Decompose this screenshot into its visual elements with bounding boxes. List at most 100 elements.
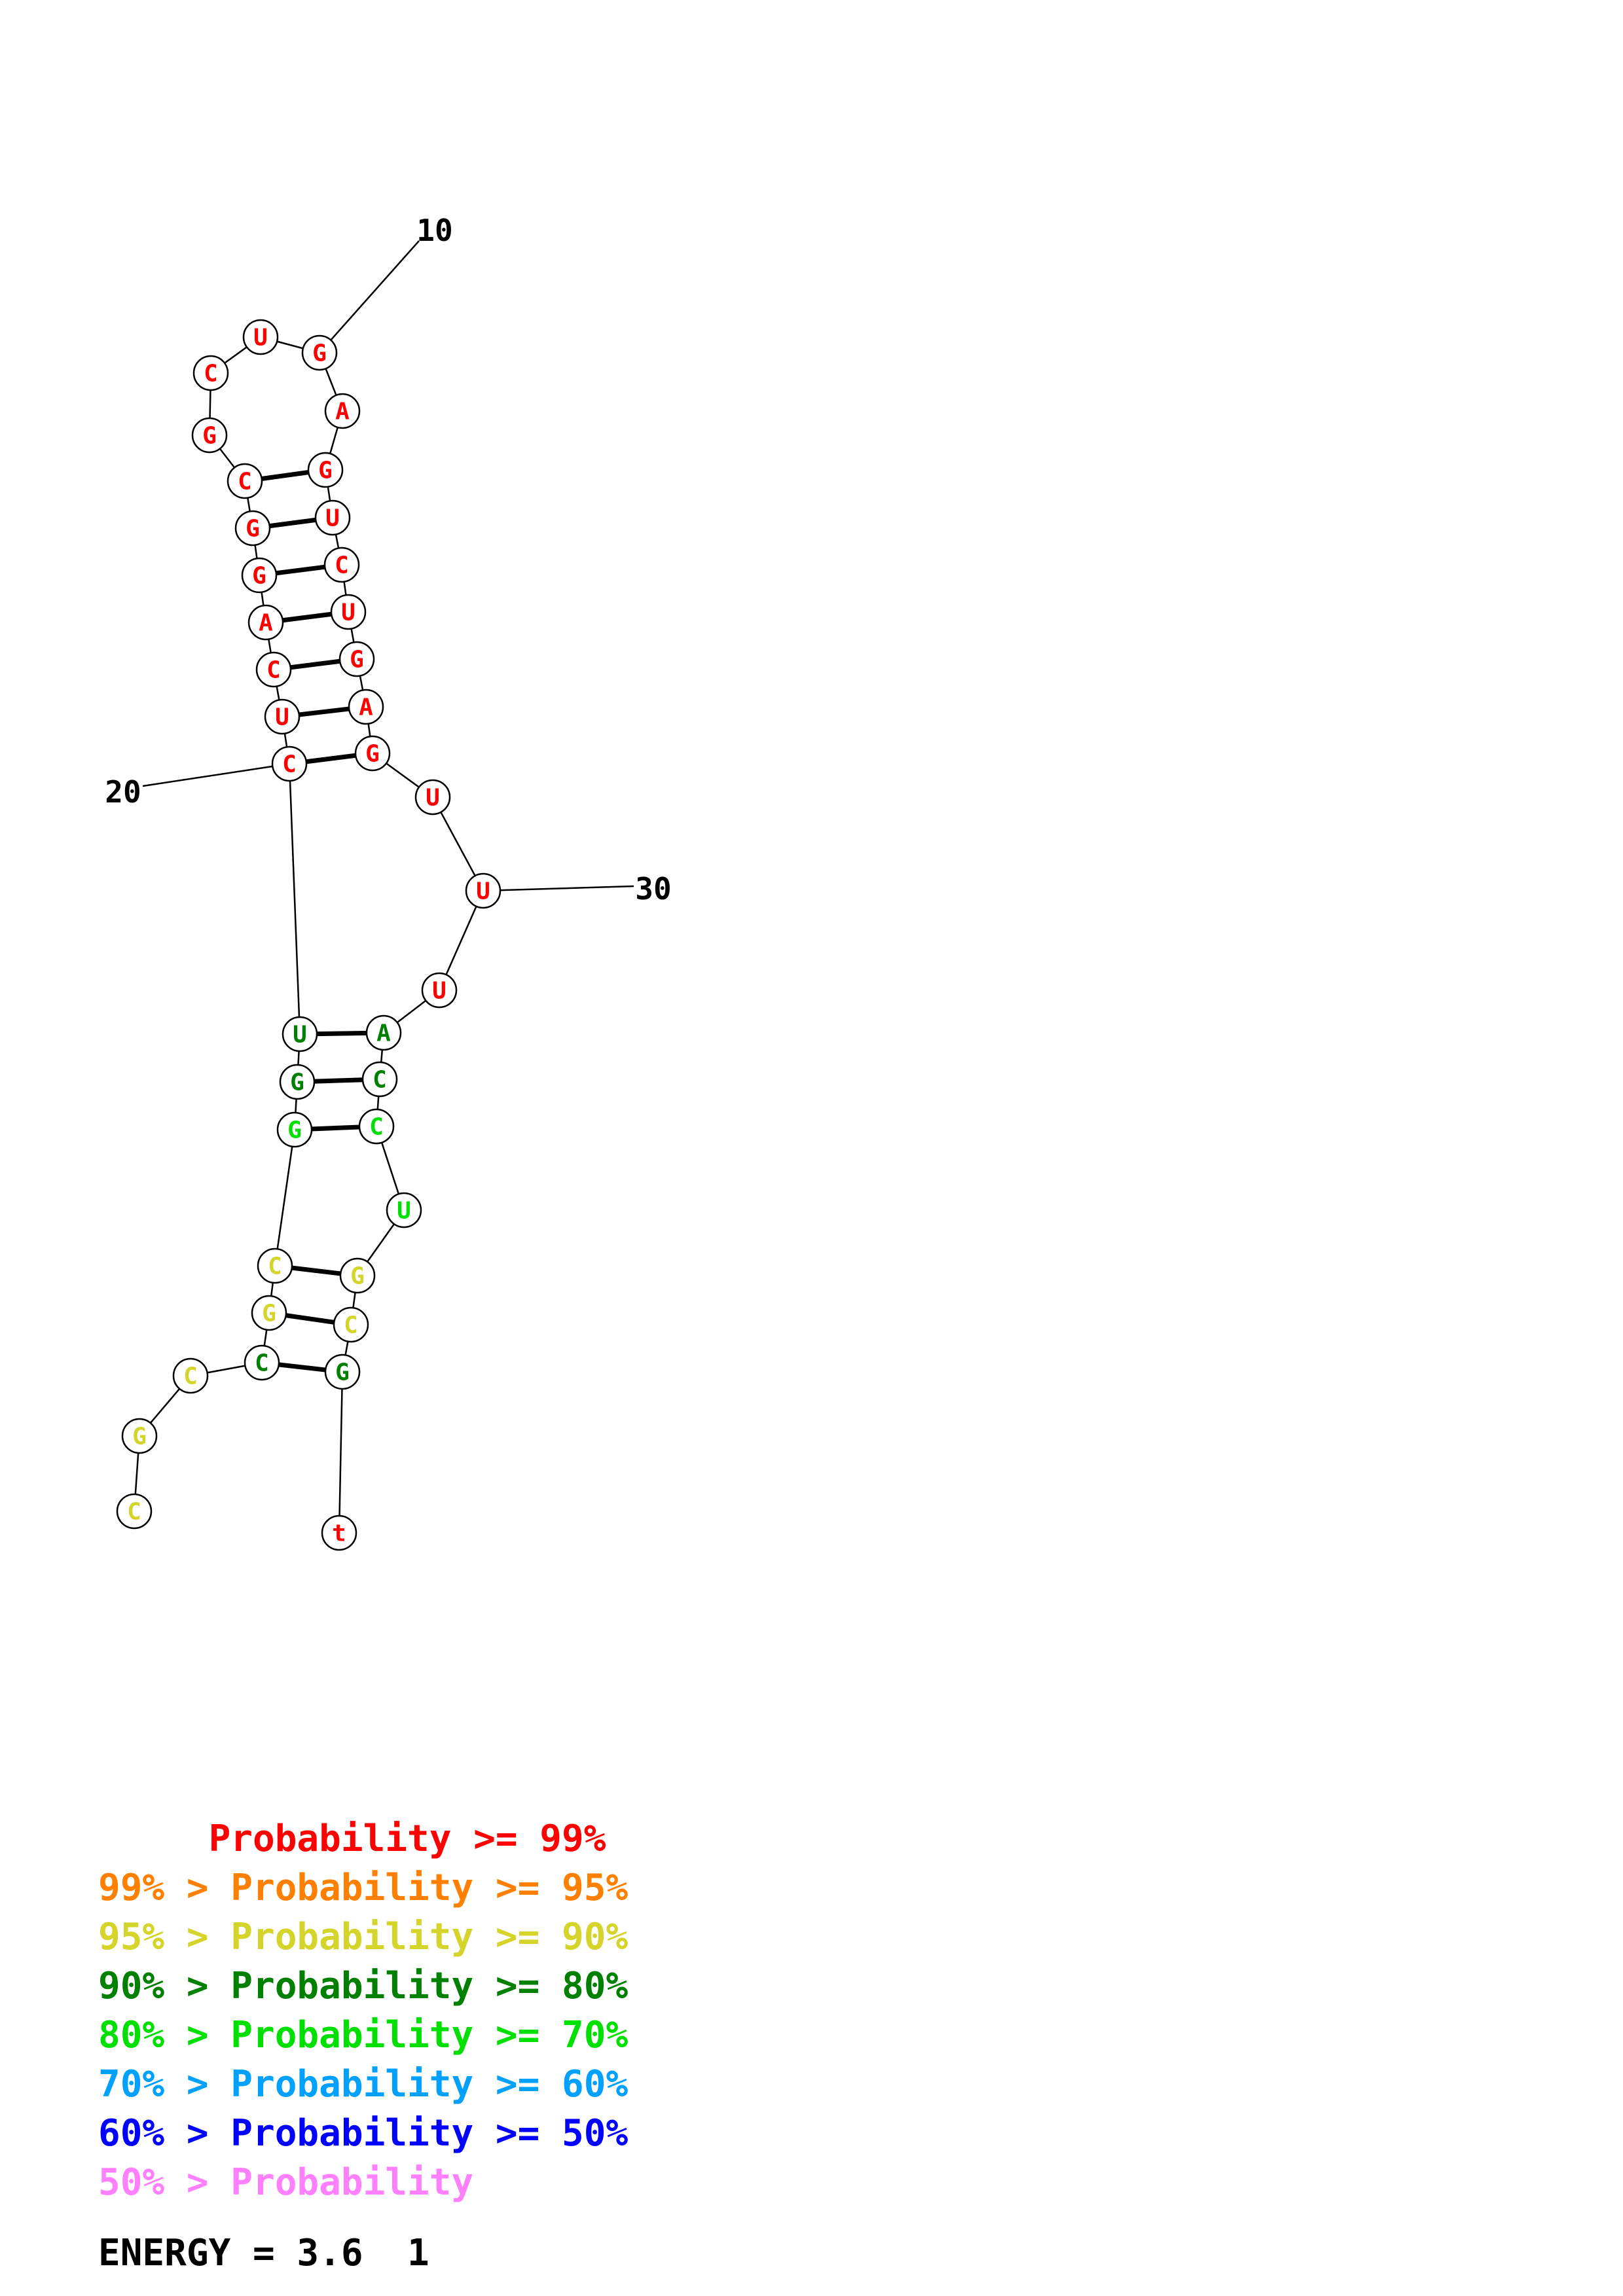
nucleotide-base-label: G <box>365 741 380 768</box>
nucleotide-26: G <box>338 641 375 677</box>
nucleotide-base-label: G <box>132 1424 147 1450</box>
nucleotide-base-label: U <box>426 785 440 812</box>
nucleotide-6: C <box>257 1247 293 1284</box>
nucleotide-2: G <box>121 1418 158 1454</box>
nucleotide-base-label: G <box>252 563 266 590</box>
legend-row-5: 80% > Probability >= 70% <box>98 2014 629 2056</box>
nucleotide-16: C <box>227 463 263 499</box>
nucleotide-circle <box>242 319 279 355</box>
legend-row-4: 90% > Probability >= 80% <box>98 1965 629 2007</box>
legend-row-7: 60% > Probability >= 50% <box>98 2112 629 2155</box>
nucleotide-base-label: C <box>268 1253 282 1280</box>
nucleotide-32: A <box>365 1014 402 1051</box>
nucleotide-circle <box>414 779 451 816</box>
nucleotide-base-label: C <box>255 1350 269 1377</box>
nucleotide-circle <box>386 1192 422 1229</box>
nucleotide-base-label: C <box>373 1067 387 1094</box>
nucleotide-20: G <box>301 334 338 371</box>
nucleotide-circle <box>330 594 367 630</box>
nucleotide-circle <box>348 689 384 725</box>
legend-row-3: 95% > Probability >= 90% <box>98 1916 629 1958</box>
nucleotide-9: U <box>282 1016 318 1052</box>
nucleotide-base-label: U <box>341 600 356 626</box>
position-number-label: 20 <box>105 774 141 810</box>
nucleotide-35: U <box>386 1192 422 1229</box>
nucleotide-base-label: C <box>127 1499 141 1526</box>
nucleotide-circle <box>324 1354 361 1390</box>
nucleotide-circle <box>421 972 458 1009</box>
energy-label: ENERGY = 3.6 1 <box>98 2232 429 2274</box>
nucleotide-base-label: A <box>259 610 273 637</box>
nucleotide-4: C <box>244 1344 280 1381</box>
nucleotide-circle <box>365 1014 402 1051</box>
nucleotide-base-label: A <box>335 399 350 425</box>
nucleotide-31: U <box>421 972 458 1009</box>
nucleotide-1: C <box>116 1493 153 1530</box>
nucleotide-19: U <box>242 319 279 355</box>
position-tick-line <box>319 240 420 353</box>
legend-row-2: 99% > Probability >= 95% <box>98 1867 629 1909</box>
nucleotide-circle <box>358 1108 395 1145</box>
nucleotide-circle <box>279 1064 316 1100</box>
nucleotide-circle <box>354 735 391 772</box>
nucleotide-base-label: G <box>350 1263 365 1290</box>
nucleotide-5: G <box>251 1295 287 1331</box>
nucleotide-13: A <box>247 604 284 641</box>
nucleotide-base-label: G <box>246 516 260 543</box>
nucleotide-circle <box>247 604 284 641</box>
nucleotide-circle <box>244 1344 280 1381</box>
nucleotide-10: C <box>271 745 308 782</box>
nucleotide-27: A <box>348 689 384 725</box>
nucleotide-15: G <box>234 510 271 547</box>
nucleotide-23: U <box>314 499 351 536</box>
nucleotide-circle <box>172 1357 209 1394</box>
nucleotide-17: G <box>191 417 228 454</box>
nucleotide-8: G <box>279 1064 316 1100</box>
nucleotide-21: A <box>324 393 361 429</box>
nucleotide-base-label: G <box>335 1359 350 1386</box>
nucleotide-base-label: C <box>335 552 349 579</box>
nucleotide-base-label: A <box>376 1020 391 1047</box>
legend-row-8: 50% > Probability <box>98 2161 474 2204</box>
nucleotide-base-label: G <box>287 1117 302 1144</box>
nucleotide-circle <box>264 698 301 735</box>
nucleotide-circle <box>314 499 351 536</box>
nucleotide-3: C <box>172 1357 209 1394</box>
nucleotide-38: G <box>324 1354 361 1390</box>
nucleotide-base-label: G <box>312 340 327 367</box>
nucleotide-base-label: U <box>275 704 289 731</box>
nucleotide-circle <box>116 1493 153 1530</box>
nucleotide-circle <box>321 1515 357 1551</box>
nucleotide-circle <box>121 1418 158 1454</box>
position-number-label: 30 <box>635 871 671 906</box>
nucleotide-circle <box>339 1257 376 1294</box>
position-ticks: 20 10 30 <box>105 213 671 906</box>
nucleotide-circle <box>276 1111 313 1148</box>
nucleotide-base-label: U <box>432 978 447 1005</box>
backbone-segment <box>288 763 301 1035</box>
probability-legend: Probability >= 99% 99% > Probability >= … <box>98 1814 628 2207</box>
nucleotide-circle <box>192 355 229 391</box>
nucleotide-39: t <box>321 1515 357 1551</box>
nucleotide-base-label: U <box>293 1022 307 1049</box>
nucleotide-30: U <box>465 872 501 909</box>
nucleotide-circle <box>227 463 263 499</box>
nucleotide-29: U <box>414 779 451 816</box>
position-tick-line <box>483 885 634 892</box>
nucleotide-11: U <box>264 698 301 735</box>
nucleotide-circle <box>191 417 228 454</box>
nucleotide-base-label: A <box>359 694 373 721</box>
position-number-label: 10 <box>416 213 452 248</box>
nucleotide-34: C <box>358 1108 395 1145</box>
nucleotide-28: G <box>354 735 391 772</box>
nucleotide-circle <box>282 1016 318 1052</box>
nucleotide-25: U <box>330 594 367 630</box>
nucleotide-circle <box>257 1247 293 1284</box>
nucleotide-base-label: C <box>282 751 297 778</box>
nucleotide-36: G <box>339 1257 376 1294</box>
nucleotide-14: G <box>241 557 278 594</box>
nucleotide-base-label: C <box>183 1363 198 1390</box>
nucleotide-circle <box>307 452 344 488</box>
nucleotide-22: G <box>307 452 344 488</box>
